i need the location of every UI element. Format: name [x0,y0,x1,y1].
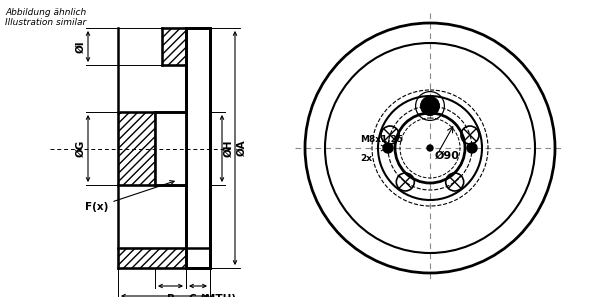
Bar [186,112,210,185]
Text: ØE: ØE [176,140,186,157]
Bar [155,112,186,185]
Bar [186,28,210,268]
Bar [155,112,186,185]
Text: C (MTH): C (MTH) [190,294,236,297]
Text: ØG: ØG [76,140,86,157]
Circle shape [383,143,393,153]
Text: 2x: 2x [360,154,372,163]
Text: Illustration similar: Illustration similar [5,18,86,27]
Bar [118,112,155,185]
Bar [162,28,186,65]
Circle shape [467,143,477,153]
Circle shape [421,97,439,115]
Text: Ø90: Ø90 [435,151,460,161]
Text: ØH: ØH [224,140,234,157]
Bar [155,112,186,185]
Bar [118,248,210,268]
Text: Abbildung ähnlich: Abbildung ähnlich [5,8,86,17]
Text: B: B [167,294,175,297]
Circle shape [427,145,433,151]
Text: F(x): F(x) [85,181,174,212]
Text: ØI: ØI [76,40,86,53]
Text: M8x1,25: M8x1,25 [360,135,403,144]
Bar [186,28,210,268]
Text: ØA: ØA [237,140,247,156]
